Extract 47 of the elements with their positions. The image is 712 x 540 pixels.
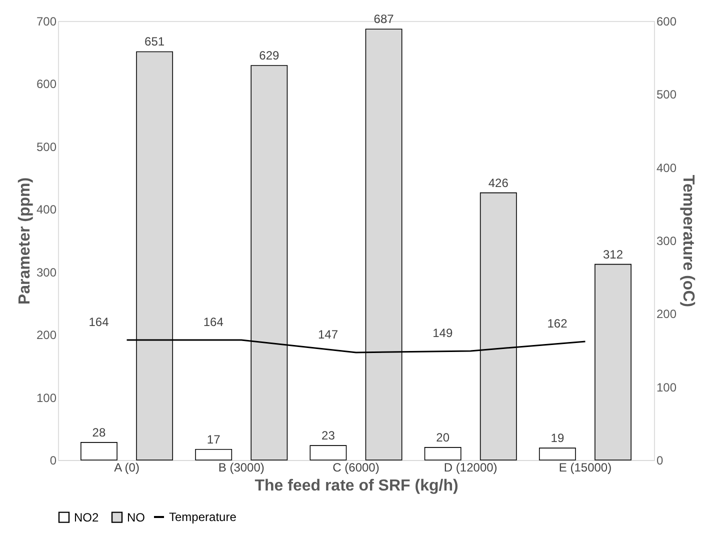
data-label: 162 (547, 316, 568, 330)
bar (195, 448, 232, 460)
data-label: 19 (550, 431, 564, 446)
y2-axis-title: Temperature (oC) (680, 174, 697, 308)
y2-tick-label: 500 (656, 88, 677, 102)
y-tick-label: 400 (36, 202, 57, 217)
bar (80, 442, 118, 460)
x-tick-label: E (15000) (558, 460, 612, 474)
y2-tick-label: 100 (656, 380, 677, 394)
y-tick-label: 700 (36, 14, 57, 28)
data-label: 629 (259, 48, 280, 63)
data-label: 426 (488, 176, 509, 190)
data-label: 164 (88, 315, 110, 330)
y2-tick-label: 200 (656, 307, 677, 322)
x-tick-label: B (3000) (218, 460, 264, 474)
legend-label: NO (127, 510, 145, 524)
data-label: 651 (144, 34, 165, 49)
data-label: 164 (203, 315, 224, 330)
data-label: 312 (603, 247, 624, 262)
data-label: 147 (318, 327, 338, 342)
y-tick-label: 0 (50, 454, 57, 468)
x-tick-label: A (0) (114, 460, 140, 474)
bar (424, 447, 462, 460)
legend-label: Temperature (169, 510, 237, 524)
data-label: 17 (206, 432, 221, 446)
y-tick-label: 300 (36, 265, 57, 280)
y2-tick-label: 400 (656, 160, 677, 175)
bar (310, 445, 347, 460)
y-tick-label: 500 (36, 140, 57, 154)
y2-tick-label: 300 (656, 234, 677, 248)
data-label: 149 (432, 326, 453, 340)
data-label: 28 (92, 425, 106, 440)
y-tick-label: 100 (36, 390, 57, 405)
y2-tick-label: 600 (656, 14, 677, 28)
x-tick-label: C (6000) (332, 460, 380, 474)
legend-label: NO2 (74, 510, 99, 524)
y-axis-title: Parameter (ppm) (16, 177, 34, 305)
bar (538, 448, 576, 460)
y-tick-label: 200 (36, 328, 57, 342)
x-axis-title: The feed rate of SRF (kg/h) (254, 478, 458, 494)
y-tick-label: 600 (36, 77, 57, 92)
bar (594, 264, 632, 460)
data-label: 23 (322, 428, 336, 443)
y2-tick-label: 0 (656, 454, 664, 468)
data-label: 20 (436, 430, 450, 444)
x-tick-label: D (12000) (444, 460, 498, 474)
data-label: 687 (374, 12, 394, 26)
